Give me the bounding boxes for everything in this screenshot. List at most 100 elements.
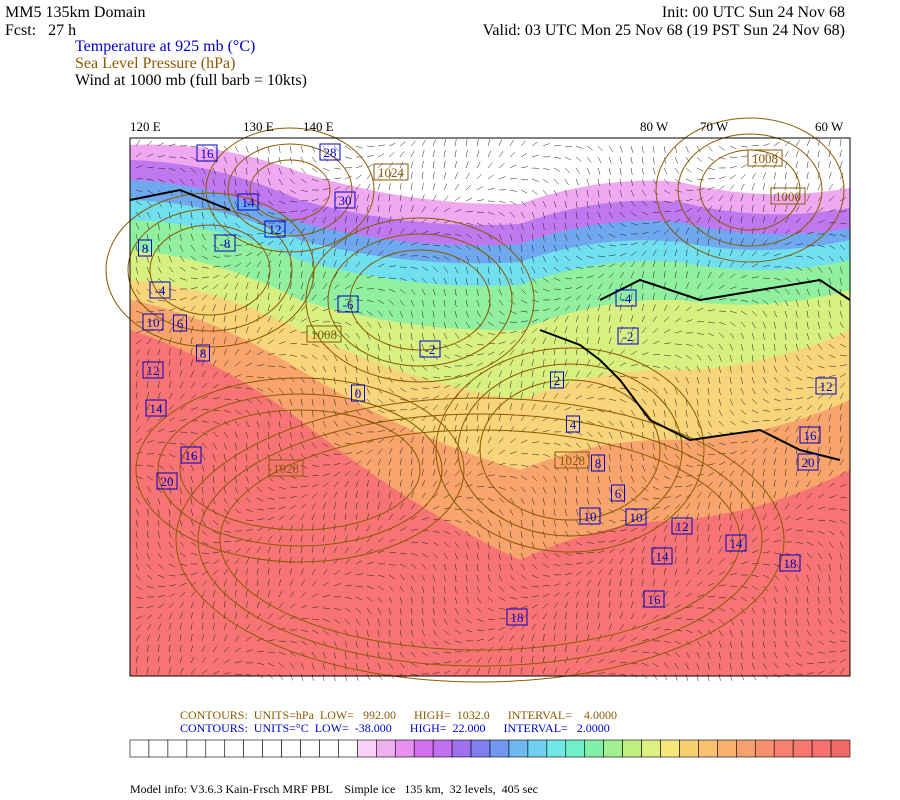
wind-barb (157, 603, 164, 609)
wind-barb (817, 541, 824, 547)
wind-barb (454, 209, 462, 213)
wind-barb (135, 140, 141, 147)
wind-barb (432, 607, 435, 615)
wind-barb (487, 585, 492, 593)
wind-barb (531, 464, 539, 469)
wind-barb (421, 651, 428, 657)
wind-barb (278, 260, 282, 268)
wind-barb (278, 568, 281, 576)
wind-barb (696, 238, 699, 246)
wind-barb (322, 453, 330, 457)
wind-barb (476, 233, 483, 240)
wind-barb (718, 238, 721, 246)
wind-barb (619, 398, 627, 403)
temperature-label-box (779, 554, 801, 572)
wind-barb (817, 436, 820, 444)
wind-barb (212, 623, 215, 631)
wind-barb (245, 293, 248, 301)
wind-barb (245, 579, 248, 587)
wind-barb (245, 200, 250, 208)
wind-barb (410, 229, 417, 235)
wind-barb (201, 382, 208, 389)
wind-barb (630, 409, 636, 416)
wind-barb (685, 605, 693, 609)
wind-barb (487, 222, 494, 228)
wind-barb (201, 601, 205, 609)
wind-barb (795, 458, 798, 466)
wind-barb (630, 601, 634, 609)
wind-barb (223, 372, 230, 378)
wind-barb (784, 216, 789, 224)
pressure-label-box (554, 451, 590, 469)
wind-barb (157, 211, 161, 219)
wind-barb (157, 453, 165, 456)
wind-barb (817, 585, 820, 593)
wind-barb (839, 585, 842, 593)
wind-barb (223, 431, 229, 438)
wind-barb (399, 216, 404, 224)
wind-barb (751, 276, 759, 279)
wind-barb (344, 584, 352, 587)
pressure-contour (655, 117, 845, 263)
wind-barb (278, 662, 285, 668)
wind-barb (289, 387, 294, 395)
wind-barb (707, 387, 710, 395)
wind-barb (366, 387, 371, 395)
wind-barb (212, 145, 219, 151)
wind-barb (839, 321, 844, 329)
wind-barb (696, 409, 699, 417)
wind-barb (531, 552, 536, 560)
wind-barb (839, 172, 844, 180)
wind-barb (278, 614, 285, 620)
wind-barb (498, 425, 503, 433)
wind-barb (740, 449, 747, 455)
wind-barb (256, 304, 259, 312)
wind-barb (377, 365, 380, 373)
wind-barb (531, 403, 536, 411)
wind-barb (432, 425, 436, 433)
wind-barb (586, 337, 589, 345)
wind-barb (762, 239, 768, 246)
wind-barb (817, 670, 825, 675)
wind-barb (641, 526, 648, 532)
wind-barb (751, 216, 754, 224)
wind-barb (234, 262, 242, 268)
wind-barb (476, 332, 484, 337)
wind-barb (366, 673, 371, 681)
wind-barb (795, 376, 803, 381)
wind-barb (773, 310, 778, 318)
wind-barb (696, 581, 703, 587)
wind-barb (795, 504, 802, 510)
wind-barb (311, 156, 317, 163)
wind-barb (267, 651, 275, 654)
wind-barb (168, 584, 176, 587)
wind-barb (487, 162, 493, 169)
wind-barb (608, 464, 611, 472)
wind-barb (157, 519, 160, 527)
wind-barb (707, 502, 711, 510)
wind-barb (586, 579, 591, 587)
wind-barb (520, 320, 528, 323)
wind-barb (487, 351, 495, 356)
wind-barb (421, 354, 427, 361)
wind-barb (784, 194, 787, 202)
wind-barb (366, 502, 369, 510)
wind-barb (509, 277, 513, 285)
wind-barb (223, 464, 226, 472)
wind-barb (432, 404, 438, 411)
wind-barb (179, 541, 185, 548)
wind-barb (663, 145, 666, 153)
wind-barb (157, 299, 165, 302)
wind-barb (366, 376, 370, 384)
wind-barb (586, 275, 594, 279)
wind-barb (421, 365, 428, 371)
wind-barb (432, 139, 436, 147)
wind-barb (773, 458, 776, 466)
wind-barb (476, 353, 484, 356)
wind-barb (608, 601, 611, 609)
wind-barb (157, 530, 160, 538)
wind-barb (278, 535, 282, 543)
wind-barb (322, 145, 327, 153)
wind-barb (740, 238, 744, 246)
wind-barb (465, 484, 473, 488)
